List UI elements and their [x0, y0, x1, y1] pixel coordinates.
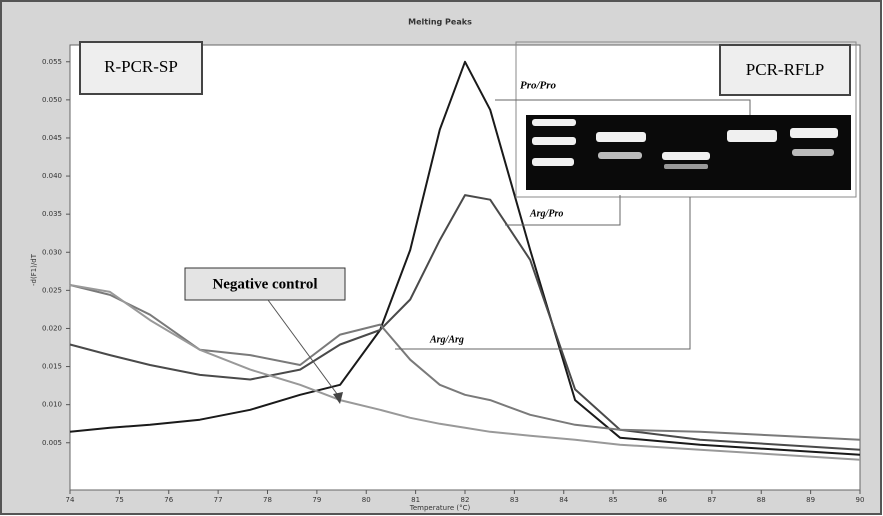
series-label: Arg/Arg	[429, 334, 464, 345]
x-tick-label: 83	[510, 496, 519, 504]
x-tick-label: 86	[658, 496, 667, 504]
y-axis-label: -d(F1)/dT	[30, 253, 38, 286]
y-tick-label: 0.005	[42, 439, 62, 447]
x-tick-label: 78	[263, 496, 272, 504]
x-tick-label: 81	[411, 496, 420, 504]
series-label: Arg/Pro	[529, 208, 563, 219]
x-tick-label: 82	[461, 496, 470, 504]
y-tick-label: 0.025	[42, 286, 62, 294]
y-tick-label: 0.030	[42, 248, 62, 256]
x-tick-label: 75	[115, 496, 124, 504]
y-tick-label: 0.015	[42, 363, 62, 371]
y-tick-label: 0.050	[42, 96, 62, 104]
x-tick-label: 89	[806, 496, 815, 504]
x-tick-label: 76	[164, 496, 173, 504]
x-tick-label: 84	[559, 496, 568, 504]
y-tick-label: 0.010	[42, 401, 62, 409]
x-axis-label: Temperature (°C)	[409, 504, 471, 512]
y-tick-label: 0.035	[42, 210, 62, 218]
panel-label: PCR-RFLP	[746, 60, 824, 79]
chart-title: Melting Peaks	[408, 18, 472, 27]
x-tick-label: 85	[609, 496, 618, 504]
x-tick-label: 79	[312, 496, 321, 504]
chart: Melting Peaks Temperature (°C) -d(F1)/dT…	[0, 0, 883, 516]
y-tick-label: 0.055	[42, 58, 62, 66]
y-tick-label: 0.045	[42, 134, 62, 142]
panel-label: R-PCR-SP	[104, 57, 178, 76]
x-tick-label: 80	[362, 496, 371, 504]
x-tick-label: 88	[757, 496, 766, 504]
y-tick-label: 0.040	[42, 172, 62, 180]
x-tick-label: 74	[66, 496, 75, 504]
x-tick-label: 77	[214, 496, 223, 504]
series-label: Pro/Pro	[520, 80, 557, 92]
x-tick-label: 87	[707, 496, 716, 504]
y-tick-label: 0.020	[42, 324, 62, 332]
x-tick-label: 90	[856, 496, 865, 504]
series-label: Negative control	[212, 276, 317, 292]
